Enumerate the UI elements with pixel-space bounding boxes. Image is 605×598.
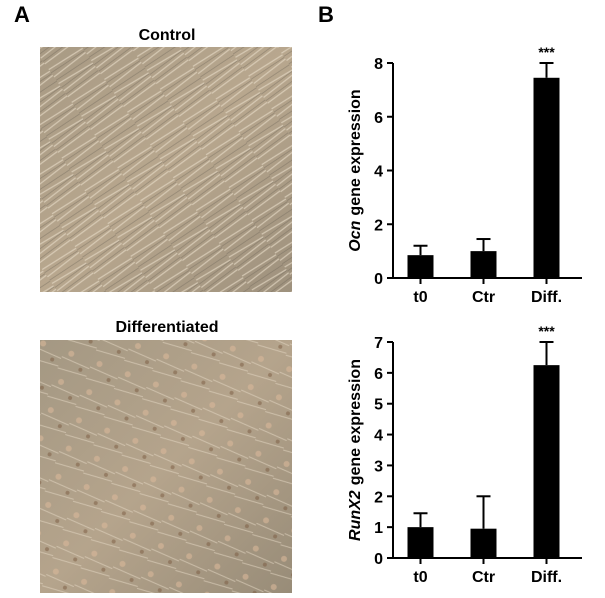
x-tick-label: Ctr [472,289,495,306]
panel-label: A [14,2,30,27]
y-tick-label: 7 [374,335,383,352]
y-tick-label: 8 [374,56,383,73]
bar [470,251,497,278]
significance: *** [538,44,555,60]
significance: *** [538,323,555,339]
y-axis-label-text: gene expression [347,359,364,485]
bar [407,527,434,558]
bar [533,365,560,558]
x-tick-label: t0 [413,289,427,306]
y-tick-label: 1 [374,520,383,537]
image-title: Control [139,27,196,44]
y-tick-label: 5 [374,397,383,414]
y-tick-label: 6 [374,110,383,127]
x-tick-label: t0 [413,569,427,586]
x-tick-label: Diff. [531,569,562,586]
panel-label: B [318,2,334,27]
y-tick-label: 2 [374,489,383,506]
x-tick-label: Ctr [472,569,495,586]
bar [533,77,560,278]
y-tick-label: 2 [374,217,383,234]
y-axis-label-gene: Ocn [347,220,364,251]
y-axis-label: Ocn gene expression [347,89,364,251]
y-axis-label-text: gene expression [347,89,364,215]
y-tick-label: 6 [374,366,383,383]
y-axis-label-gene: RunX2 [347,490,364,541]
micrograph [40,340,292,593]
y-tick-label: 0 [374,551,383,568]
y-tick-label: 4 [374,164,383,181]
y-tick-label: 3 [374,458,383,475]
bar [407,255,434,278]
image-title: Differentiated [115,319,218,336]
y-tick-label: 4 [374,428,383,445]
x-tick-label: Diff. [531,289,562,306]
y-tick-label: 0 [374,271,383,288]
micrograph [40,47,292,292]
bar [470,528,497,558]
y-axis-label: RunX2 gene expression [347,359,364,541]
